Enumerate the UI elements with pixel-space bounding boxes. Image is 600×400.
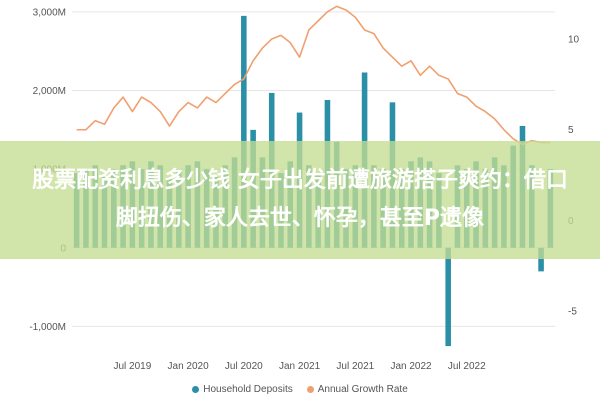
legend-swatch-household-deposits xyxy=(192,385,200,393)
y-left-tick-label: -1,000M xyxy=(29,322,66,333)
banner-headline: 股票配资利息多少钱 女子出发前遭旅游搭子爽约：借口脚扭伤、家人去世、怀孕，甚至P… xyxy=(32,168,568,231)
x-tick-label: Jul 2019 xyxy=(113,361,151,372)
overlay-banner: 股票配资利息多少钱 女子出发前遭旅游搭子爽约：借口脚扭伤、家人去世、怀孕，甚至P… xyxy=(0,141,600,259)
y-right-tick-label: 5 xyxy=(568,125,574,136)
y-left-tick-label: 3,000M xyxy=(33,7,66,18)
growth-rate-line xyxy=(76,5,551,146)
x-tick-label: Jul 2020 xyxy=(225,361,263,372)
y-right-tick-label: -5 xyxy=(568,307,577,318)
x-tick-label: Jan 2021 xyxy=(279,361,321,372)
legend-swatch-annual-growth-rate xyxy=(306,385,314,393)
legend-item-annual-growth-rate: Annual Growth Rate xyxy=(306,383,408,395)
bar xyxy=(538,247,544,272)
x-tick-label: Jul 2021 xyxy=(336,361,374,372)
legend-label-annual-growth-rate: Annual Growth Rate xyxy=(317,383,408,395)
legend-label-household-deposits: Household Deposits xyxy=(203,383,293,395)
y-left-tick-label: 2,000M xyxy=(33,86,66,97)
bar xyxy=(241,15,247,248)
x-tick-label: Jan 2020 xyxy=(168,361,210,372)
line-series-annual-growth-rate xyxy=(76,5,551,146)
legend-item-household-deposits: Household Deposits xyxy=(192,384,293,395)
legend: Household Deposits Annual Growth Rate xyxy=(0,381,600,397)
x-tick-label: Jan 2022 xyxy=(390,361,432,372)
x-tick-label: Jul 2022 xyxy=(448,361,486,372)
y-right-tick-label: 10 xyxy=(568,35,580,46)
bar xyxy=(445,247,451,347)
